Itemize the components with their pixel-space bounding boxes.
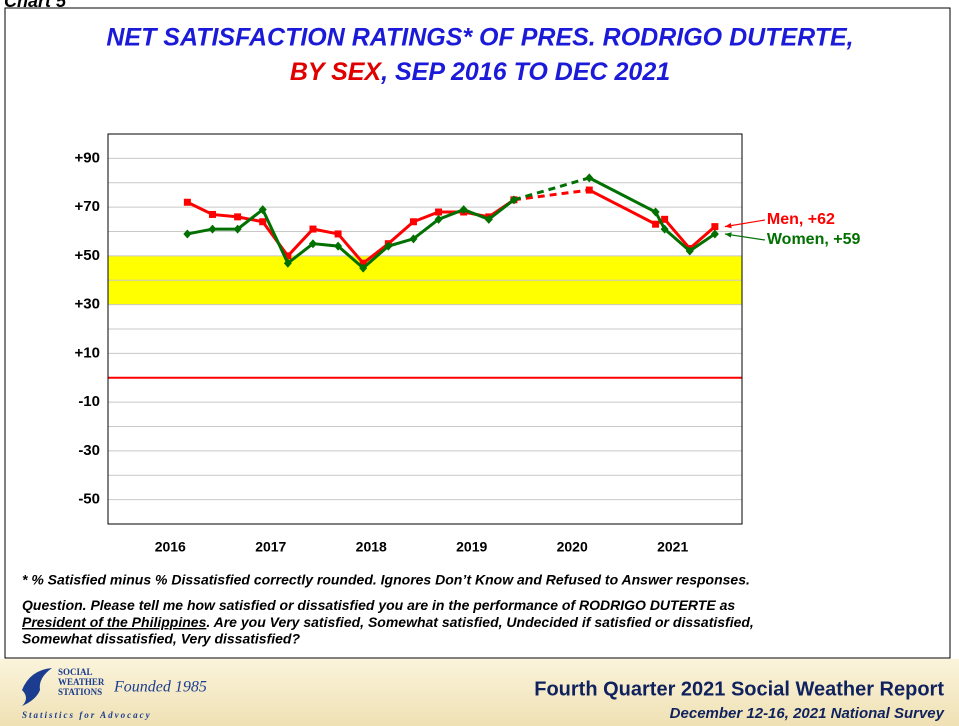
logo-icon [22, 668, 52, 706]
point [585, 173, 594, 183]
point [208, 210, 216, 218]
y-tick-label: +10 [75, 344, 100, 361]
point [284, 252, 292, 260]
logo-text: WEATHER [58, 677, 105, 687]
point [459, 205, 468, 215]
point [309, 225, 317, 233]
y-tick-label: -50 [78, 491, 100, 508]
title-part: BY SEX [290, 58, 383, 86]
point [258, 205, 267, 215]
question-text: . Are you Very satisfied, Somewhat satis… [206, 614, 753, 630]
point [234, 213, 242, 221]
x-tick-label: 2021 [657, 539, 688, 555]
x-tick-label: 2017 [255, 539, 286, 555]
footnote: * % Satisfied minus % Dissatisfied corre… [22, 572, 750, 588]
point [434, 214, 443, 224]
series-line [187, 198, 515, 271]
plot: -50 -30 -10 +10 +30 +50 +70 +90 2016 2017 2018 2019… [75, 133, 861, 555]
x-tick-label: 2019 [456, 539, 487, 555]
point [334, 230, 342, 238]
point [409, 234, 418, 244]
question-text: Question. Please tell me how satisfied o… [22, 597, 735, 613]
annotation: Men, +62 [767, 211, 835, 228]
series-line [513, 176, 590, 202]
point [484, 214, 493, 224]
point [359, 263, 368, 273]
point [710, 229, 719, 239]
point [183, 198, 191, 206]
footer-band [0, 659, 959, 726]
title-part: , SEP 2016 TO DEC 2021 [380, 58, 670, 86]
annotation-arrowhead [724, 222, 732, 229]
point [660, 224, 669, 234]
point [685, 246, 694, 256]
survey-title: December 12-16, 2021 National Survey [670, 705, 945, 722]
report-title: Fourth Quarter 2021 Social Weather Repor… [534, 678, 944, 700]
point [233, 224, 242, 234]
logo-text: SOCIAL [58, 667, 93, 677]
question: Somewhat dissatisfied, Very dissatisfied… [22, 631, 300, 647]
y-tick-label: +50 [75, 247, 100, 264]
point [308, 239, 317, 249]
point [651, 207, 660, 217]
y-tick-label: -10 [78, 393, 100, 410]
y-tick-label: +70 [75, 198, 100, 215]
logo-text: STATIONS [58, 687, 102, 697]
question: President of the Philippines. Are you Ve… [22, 614, 754, 630]
chart-title: NET SATISFACTION RATINGS* OF PRES. RODRI… [106, 24, 853, 52]
annotation: Women, +59 [767, 231, 861, 248]
y-tick-label: -30 [78, 442, 100, 459]
y-tick-label: +30 [75, 296, 100, 313]
point [283, 258, 292, 268]
x-tick-label: 2016 [155, 539, 186, 555]
point [259, 218, 267, 226]
logo: SOCIAL WEATHER STATIONS Founded 1985 Sta… [22, 667, 207, 720]
point [334, 241, 343, 251]
question: Question. Please tell me how satisfied o… [22, 597, 735, 613]
x-tick-label: 2020 [557, 539, 588, 555]
point [711, 223, 719, 231]
plot-frame [107, 133, 743, 525]
point [435, 208, 443, 216]
point [652, 220, 660, 228]
logo-founded: Founded 1985 [113, 679, 207, 696]
question-text: President of the Philippines [22, 614, 207, 630]
point [509, 195, 518, 205]
chart-title: BY SEX, SEP 2016 TO DEC 2021 [290, 58, 670, 86]
point [359, 259, 367, 267]
annotation-arrowhead [724, 232, 732, 238]
point [409, 218, 417, 226]
point [183, 229, 192, 239]
y-tick-label: +90 [75, 149, 100, 166]
point [384, 241, 393, 251]
series-line [513, 188, 590, 202]
point [208, 224, 217, 234]
point [661, 215, 669, 223]
x-tick-label: 2018 [356, 539, 387, 555]
slide-border [4, 7, 951, 659]
page-label: Chart 5 [4, 0, 67, 11]
annotation-arrow [724, 233, 765, 241]
annotation-arrow [724, 219, 765, 228]
logo-tagline: Statistics for Advocacy [22, 710, 152, 720]
point [585, 186, 593, 194]
